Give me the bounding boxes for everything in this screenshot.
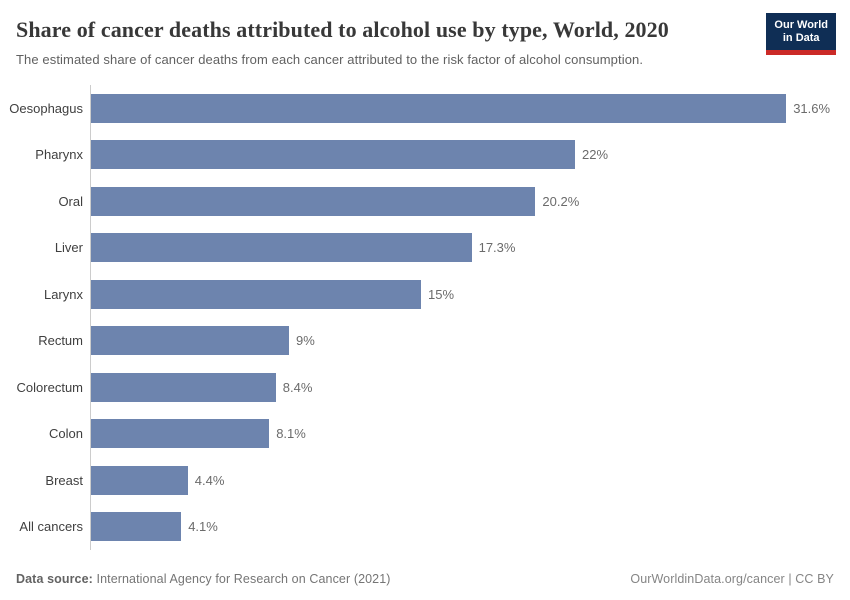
bar[interactable] — [91, 186, 536, 216]
value-label: 17.3% — [478, 240, 516, 256]
bar-track: 8.1% — [90, 410, 850, 457]
bar[interactable] — [91, 279, 421, 309]
owid-logo-line2: in Data — [782, 31, 820, 44]
chart-footer: Data source: International Agency for Re… — [16, 572, 834, 586]
owid-logo: Our World in Data — [766, 13, 836, 55]
owid-logo-line1: Our World — [774, 19, 828, 31]
bar[interactable] — [91, 512, 182, 542]
value-label: 31.6% — [793, 100, 831, 116]
bar[interactable] — [91, 372, 276, 402]
value-label: 22% — [582, 147, 609, 163]
value-label: 8.1% — [276, 426, 306, 442]
category-label: Colon — [49, 426, 83, 442]
category-label: Oral — [58, 193, 83, 209]
bar-chart: Oesophagus 31.6% Pharynx 22% Oral 20.2% Liver 1… — [0, 85, 850, 550]
category-label: Rectum — [38, 333, 83, 349]
bar-row: Larynx 15% — [0, 271, 850, 318]
value-label: 4.4% — [194, 472, 225, 488]
bar-row: Oesophagus 31.6% — [0, 85, 850, 132]
bar-track: 8.4% — [90, 364, 850, 411]
credit-link[interactable]: OurWorldinData.org/cancer | CC BY — [630, 572, 834, 586]
bar-track: 31.6% — [90, 85, 850, 132]
value-label: 20.2% — [542, 193, 580, 209]
bar[interactable] — [91, 419, 270, 449]
data-source: Data source: International Agency for Re… — [16, 572, 391, 586]
bar-track: 20.2% — [90, 178, 850, 225]
bar-row: Pharynx 22% — [0, 131, 850, 178]
data-source-label: Data source: — [16, 572, 93, 586]
bar[interactable] — [91, 326, 289, 356]
category-label: Liver — [54, 240, 83, 256]
chart-subtitle: The estimated share of cancer deaths fro… — [16, 52, 644, 67]
bar-track: 9% — [90, 317, 850, 364]
bar-track: 4.4% — [90, 457, 850, 504]
bar[interactable] — [91, 465, 188, 495]
bar-track: 15% — [90, 271, 850, 318]
category-label: All cancers — [19, 519, 83, 535]
bar-row: Colorectum 8.4% — [0, 364, 850, 411]
bar-row: Rectum 9% — [0, 317, 850, 364]
bar-row: Colon 8.1% — [0, 410, 850, 457]
value-label: 4.1% — [188, 519, 218, 535]
value-label: 15% — [428, 286, 455, 302]
bar[interactable] — [91, 233, 472, 263]
category-label: Pharynx — [35, 147, 83, 163]
chart-header: Share of cancer deaths attributed to alc… — [0, 0, 850, 67]
category-label: Breast — [45, 472, 83, 488]
bar-track: 4.1% — [90, 503, 850, 550]
bar-row: Liver 17.3% — [0, 224, 850, 271]
bar-row: Breast 4.4% — [0, 457, 850, 504]
data-source-text: International Agency for Research on Can… — [92, 572, 391, 586]
value-label: 8.4% — [282, 379, 313, 395]
value-label: 9% — [296, 333, 315, 349]
category-label: Colorectum — [16, 379, 83, 395]
bar[interactable] — [91, 93, 787, 123]
bar-row: All cancers 4.1% — [0, 503, 850, 550]
bar-rows: Oesophagus 31.6% Pharynx 22% Oral 20.2% Liver 1… — [0, 85, 850, 550]
bar-track: 17.3% — [90, 224, 850, 271]
bar-row: Oral 20.2% — [0, 178, 850, 225]
bar-track: 22% — [90, 131, 850, 178]
chart-title: Share of cancer deaths attributed to alc… — [16, 17, 669, 42]
category-label: Larynx — [43, 286, 83, 302]
bar[interactable] — [91, 140, 575, 170]
category-label: Oesophagus — [9, 100, 83, 116]
